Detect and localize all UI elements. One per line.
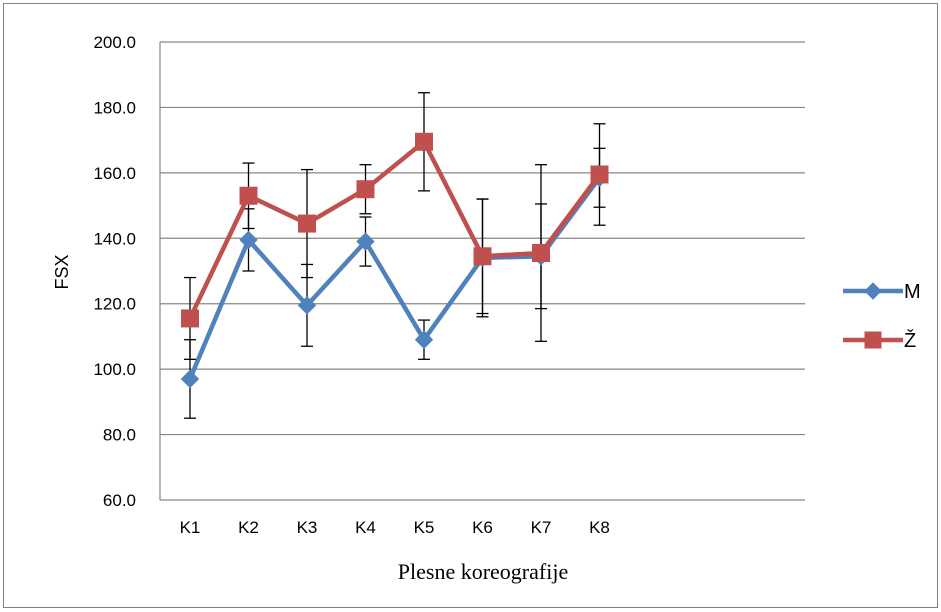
data-point bbox=[864, 282, 882, 300]
y-tick-labels: 60.0 80.0 100.0 120.0 140.0 160.0 180.0 200.0 bbox=[93, 33, 136, 510]
legend-label: M bbox=[904, 281, 921, 303]
series-line bbox=[187, 176, 602, 380]
y-tick-label: 200.0 bbox=[93, 33, 136, 52]
legend-item: M bbox=[843, 281, 921, 303]
x-axis-title: Plesne koreografije bbox=[398, 559, 568, 584]
x-tick-label: K2 bbox=[238, 518, 259, 537]
x-tick-labels: K1 K2 K3 K4 K5 K6 K7 K8 bbox=[180, 518, 610, 537]
data-point bbox=[414, 330, 434, 349]
x-tick-label: K7 bbox=[531, 518, 552, 537]
y-tick-label: 140.0 bbox=[93, 229, 136, 248]
legend: MŽ bbox=[843, 281, 921, 352]
x-tick-label: K5 bbox=[414, 518, 435, 537]
data-point bbox=[239, 186, 258, 205]
data-point bbox=[864, 331, 882, 349]
y-tick-label: 100.0 bbox=[93, 360, 136, 379]
y-tick-label: 80.0 bbox=[103, 426, 136, 445]
y-axis-title: FSX bbox=[52, 254, 72, 289]
data-point bbox=[297, 296, 317, 315]
x-tick-label: K1 bbox=[180, 518, 201, 537]
series-lines bbox=[187, 139, 602, 380]
data-point bbox=[298, 214, 316, 233]
chart-border bbox=[3, 3, 938, 608]
x-tick-label: K4 bbox=[355, 518, 376, 537]
data-point bbox=[356, 180, 375, 199]
data-point bbox=[590, 165, 609, 184]
series-markers bbox=[180, 132, 609, 389]
x-tick-label: K8 bbox=[589, 518, 610, 537]
data-point bbox=[473, 247, 492, 266]
legend-label: Ž bbox=[904, 329, 916, 352]
x-tick-label: K3 bbox=[297, 518, 318, 537]
data-point bbox=[356, 232, 375, 251]
data-point bbox=[181, 309, 199, 328]
data-point bbox=[180, 369, 200, 389]
series-line bbox=[187, 139, 602, 320]
x-tick-label: K6 bbox=[472, 518, 493, 537]
y-tick-label: 180.0 bbox=[93, 98, 136, 117]
y-tick-label: 120.0 bbox=[93, 295, 136, 314]
data-point bbox=[239, 230, 258, 250]
data-point bbox=[532, 244, 550, 263]
y-tick-label: 160.0 bbox=[93, 164, 136, 183]
y-tick-label: 60.0 bbox=[103, 491, 136, 510]
data-point bbox=[415, 132, 433, 151]
legend-item: Ž bbox=[843, 329, 916, 352]
